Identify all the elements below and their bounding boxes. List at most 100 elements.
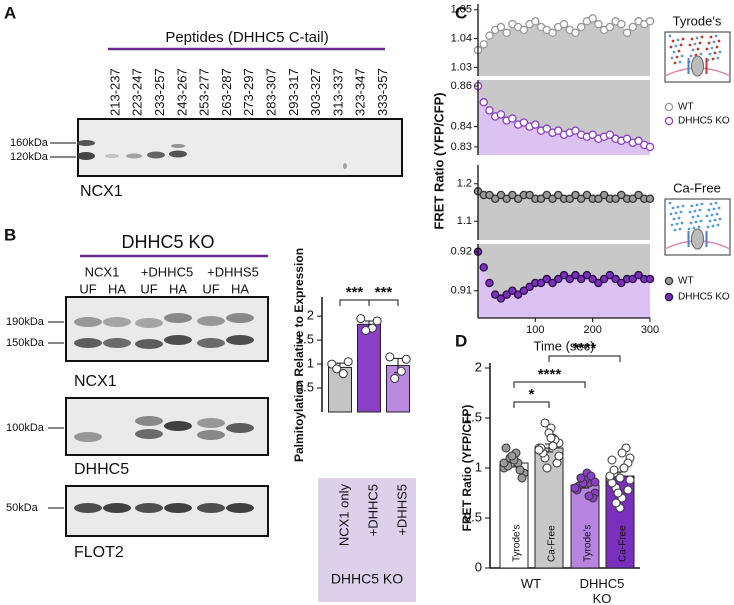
band <box>74 432 102 442</box>
data-point <box>542 274 552 284</box>
icon-ion <box>687 227 691 231</box>
data-point <box>548 28 557 38</box>
lane-label: 273-297 <box>241 68 256 116</box>
data-point <box>519 118 529 127</box>
icon-ion <box>674 44 678 48</box>
data-point <box>607 455 617 465</box>
lane-label: UF <box>140 281 157 296</box>
data-point <box>634 136 643 146</box>
group-label: DHHC5 KO <box>579 576 625 605</box>
data-point <box>496 110 506 119</box>
icon-ion <box>677 49 681 53</box>
data-point <box>617 448 627 458</box>
data-point <box>625 475 635 485</box>
y-tick-label: 1 <box>307 356 314 371</box>
data-point <box>390 373 400 383</box>
condition-label: NCX1 <box>85 264 120 279</box>
data-point <box>479 263 488 272</box>
data-point <box>565 194 574 203</box>
icon-ion <box>676 38 680 42</box>
data-point <box>548 194 557 203</box>
icon-ion <box>689 221 693 225</box>
size-marker: 160kDa <box>10 137 49 149</box>
data-point <box>525 190 534 200</box>
blot-label: FLOT2 <box>74 544 124 561</box>
band <box>135 318 163 328</box>
x-axis-label: Time (sec) <box>534 338 595 353</box>
data-point <box>508 190 517 200</box>
data-point <box>502 290 511 299</box>
data-point <box>548 441 558 451</box>
data-point <box>619 463 629 473</box>
data-point <box>554 274 563 284</box>
icon-ion <box>688 43 692 47</box>
data-point <box>576 473 586 483</box>
x-tick-label: 300 <box>641 324 659 336</box>
data-point <box>622 134 632 144</box>
data-point <box>571 28 580 38</box>
condition-label: +DHHS5 <box>207 264 259 279</box>
legend-label: WT <box>678 276 694 287</box>
data-point <box>496 190 506 200</box>
icon-ion <box>678 60 682 64</box>
data-point <box>502 194 511 203</box>
data-point <box>540 418 550 428</box>
band <box>126 153 142 159</box>
data-point <box>609 465 619 475</box>
icon-ion <box>716 223 720 227</box>
band <box>135 416 163 426</box>
size-marker: 120kDa <box>10 151 49 163</box>
icon-ion <box>705 214 709 218</box>
data-point <box>599 190 609 200</box>
data-point <box>605 270 615 280</box>
data-point <box>645 142 655 152</box>
significance-label: **** <box>538 366 562 383</box>
data-point <box>617 278 626 288</box>
data-point <box>617 190 626 200</box>
group-label: DHHC5 KO <box>331 571 403 587</box>
data-point <box>401 354 411 364</box>
legend-label: WT <box>678 102 694 113</box>
data-point <box>396 366 406 376</box>
data-point <box>490 194 500 203</box>
data-point <box>485 31 494 40</box>
data-point <box>594 194 603 203</box>
legend-marker <box>664 292 674 302</box>
y-tick-label: 2 <box>307 308 314 323</box>
lane-label: 253-277 <box>197 68 212 116</box>
band <box>74 317 102 327</box>
data-point <box>372 316 382 326</box>
icon-ion <box>695 36 699 40</box>
legend-marker <box>664 276 674 286</box>
lane-label: 233-257 <box>152 68 167 116</box>
icon-ion <box>715 45 719 49</box>
icon-ion <box>690 204 694 208</box>
icon-ion <box>693 42 697 46</box>
icon-ion <box>717 39 721 43</box>
data-point <box>496 294 506 303</box>
condition-label: +DHHC5 <box>141 264 193 279</box>
band <box>171 144 185 148</box>
blot-label: NCX1 <box>74 373 117 390</box>
data-point <box>507 451 517 461</box>
icon-ion <box>675 222 679 226</box>
band <box>103 503 131 513</box>
blot <box>65 296 269 362</box>
data-point <box>617 19 626 29</box>
band <box>226 503 254 513</box>
icon-ion <box>692 226 696 230</box>
icon-ion <box>671 206 675 210</box>
icon-ion <box>712 40 716 44</box>
icon-ion <box>694 220 698 224</box>
data-point <box>571 190 580 200</box>
icon-ion <box>699 52 703 56</box>
band <box>164 503 192 513</box>
data-point <box>588 130 597 139</box>
data-point <box>613 488 623 498</box>
band <box>164 421 192 431</box>
icon-ion <box>718 50 722 54</box>
category-label: +DHHS5 <box>394 484 409 536</box>
icon-ion <box>709 202 713 206</box>
